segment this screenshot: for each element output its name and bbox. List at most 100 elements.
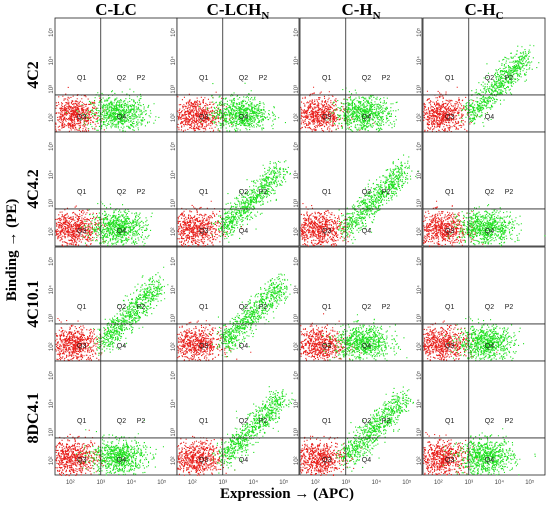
column-title-main: C-LCH: [207, 0, 262, 19]
quadrant-label: Q4: [485, 457, 494, 464]
y-tick-label: 10⁵: [170, 27, 177, 37]
y-tick-label: 10²: [294, 456, 300, 465]
y-tick-label: 10³: [49, 428, 55, 437]
quadrant-label: P2: [382, 189, 391, 196]
y-tick-label: 10⁵: [416, 141, 423, 151]
y-tick-label: 10⁵: [293, 27, 300, 37]
quadrant-label: Q1: [77, 304, 86, 311]
y-tick-label: 10³: [171, 199, 177, 208]
y-tick-label: 10³: [171, 428, 177, 437]
quadrant-label: Q1: [322, 189, 331, 196]
quadrant-label: Q2: [239, 75, 248, 82]
column-title-subscript: C: [496, 10, 504, 22]
quadrant-label: P2: [259, 304, 268, 311]
quadrant-label: Q4: [117, 343, 126, 350]
dot-plot-panel: Q1 Q2 P2 Q3 Q4 10² 10³ 10⁴ 10⁵: [416, 17, 546, 133]
y-tick-label: 10²: [417, 113, 423, 122]
y-tick-label: 10³: [294, 428, 300, 437]
positive-population-dots: [209, 273, 292, 358]
quadrant-label: P2: [505, 189, 514, 196]
positive-population-dots: [80, 201, 153, 248]
negative-population-dots: [177, 435, 236, 476]
x-axis-label: Expression → (APC): [220, 486, 354, 502]
y-tick-label: 10³: [294, 85, 300, 94]
negative-population-dots: [300, 203, 353, 247]
y-tick-label: 10⁴: [48, 285, 55, 295]
quadrant-label: Q3: [445, 343, 454, 350]
x-tick-label: 10⁵: [525, 479, 535, 486]
y-tick-label: 10³: [49, 199, 55, 208]
quadrant-label: Q1: [445, 75, 454, 82]
quadrant-label: Q4: [239, 228, 248, 235]
quadrant-label: Q4: [362, 457, 371, 464]
quadrant-label: Q2: [485, 304, 494, 311]
negative-population-dots: [55, 205, 130, 247]
y-axis-label: Binding → (PE): [4, 199, 20, 302]
quadrant-label: Q1: [77, 189, 86, 196]
row-title: 8DC4.1: [25, 392, 42, 443]
y-tick-label: 10⁵: [170, 256, 177, 266]
negative-population-dots: [300, 86, 375, 133]
quadrant-label: Q3: [77, 343, 86, 350]
column-title: C-HC: [464, 0, 503, 22]
x-tick-label: 10²: [434, 480, 443, 486]
quadrant-label: Q4: [485, 343, 494, 350]
quadrant-label: Q3: [445, 457, 454, 464]
negative-population-dots: [300, 435, 362, 476]
y-tick-label: 10⁵: [48, 27, 55, 37]
quadrant-label: P2: [259, 189, 268, 196]
negative-population-dots: [177, 200, 243, 248]
negative-population-dots: [177, 91, 233, 133]
y-tick-label: 10⁵: [48, 370, 55, 380]
quadrant-label: P2: [382, 75, 391, 82]
x-tick-label: 10³: [218, 480, 227, 486]
y-tick-label: 10⁴: [293, 399, 300, 409]
y-tick-label: 10²: [417, 227, 423, 236]
y-tick-label: 10⁵: [48, 256, 55, 266]
quadrant-label: Q3: [199, 114, 208, 121]
quadrant-label: Q2: [117, 418, 126, 425]
quadrant-label: Q2: [117, 189, 126, 196]
quadrant-label: P2: [137, 75, 146, 82]
row-title: 4C10.1: [25, 280, 42, 328]
x-tick-label: 10⁴: [249, 479, 259, 486]
quadrant-label: Q4: [485, 114, 494, 121]
row-title: 4C2: [25, 61, 42, 89]
y-tick-label: 10⁴: [170, 399, 177, 409]
quadrant-label: Q3: [445, 228, 454, 235]
column-title-subscript: N: [373, 10, 381, 22]
quadrant-label: P2: [137, 304, 146, 311]
quadrant-label: Q3: [199, 228, 208, 235]
column-title: C-LC: [95, 0, 137, 19]
y-tick-label: 10²: [171, 342, 177, 351]
quadrant-label: Q4: [239, 343, 248, 350]
x-tick-label: 10⁴: [372, 479, 382, 486]
y-tick-label: 10³: [49, 314, 55, 323]
positive-population-dots: [89, 266, 169, 356]
quadrant-label: Q4: [362, 114, 371, 121]
quadrant-label: Q1: [445, 418, 454, 425]
positive-population-dots: [212, 386, 294, 474]
quadrant-label: Q3: [77, 114, 86, 121]
dot-plot-panel: Q1 Q2 P2 Q3 Q4 10² 10³ 10⁴ 10⁵ 10² 10³ 10⁴ 10⁵: [170, 360, 300, 486]
quadrant-label: P2: [382, 304, 391, 311]
negative-population-dots: [55, 318, 107, 362]
y-tick-label: 10²: [171, 113, 177, 122]
quadrant-label: Q1: [445, 189, 454, 196]
row-title: 4C4.2: [25, 169, 42, 209]
quadrant-label: P2: [505, 75, 514, 82]
x-tick-label: 10⁴: [495, 479, 505, 486]
quadrant-label: Q1: [322, 75, 331, 82]
x-tick-label: 10⁵: [402, 479, 412, 486]
quadrant-label: Q1: [77, 418, 86, 425]
x-tick-label: 10³: [464, 480, 473, 486]
positive-population-dots: [447, 204, 546, 247]
y-tick-label: 10⁴: [170, 56, 177, 66]
quadrant-label: P2: [505, 304, 514, 311]
x-tick-label: 10²: [311, 480, 320, 486]
y-tick-label: 10³: [171, 85, 177, 94]
y-tick-label: 10⁴: [48, 56, 55, 66]
x-tick-label: 10²: [66, 480, 75, 486]
quadrant-label: Q4: [239, 457, 248, 464]
